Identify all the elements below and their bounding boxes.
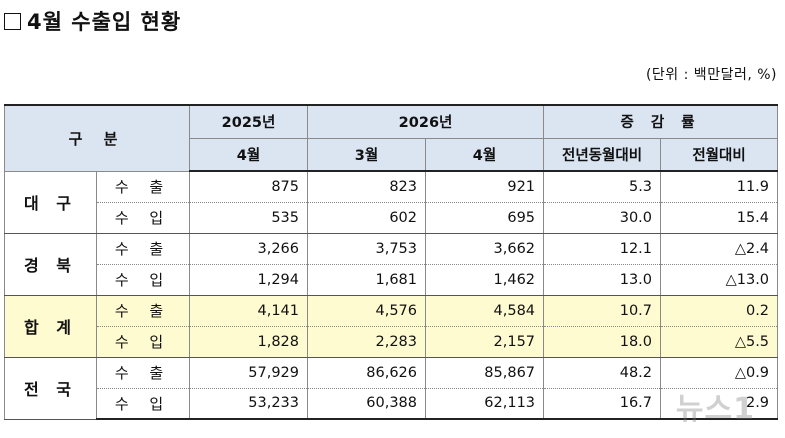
cell-2026-apr: 2,157 bbox=[425, 326, 545, 358]
cell-mom: △2.4 bbox=[660, 233, 779, 265]
cell-yoy: 5.3 bbox=[543, 171, 662, 203]
cell-2025-apr: 4,141 bbox=[189, 295, 309, 327]
cell-2026-mar: 602 bbox=[307, 202, 427, 234]
row-kind: 수 출 bbox=[95, 171, 191, 203]
cell-2025-apr: 53,233 bbox=[189, 388, 309, 420]
cell-yoy: 10.7 bbox=[543, 295, 662, 327]
square-bullet-icon bbox=[4, 12, 21, 30]
row-kind: 수 출 bbox=[95, 233, 191, 265]
cell-2025-apr: 3,266 bbox=[189, 233, 309, 265]
table-row: 경 북 수 출 3,266 3,753 3,662 12.1 △2.4 bbox=[4, 233, 779, 296]
cell-mom: 11.9 bbox=[660, 171, 779, 203]
cell-mom: 2.9 bbox=[660, 388, 779, 420]
cell-2026-mar: 2,283 bbox=[307, 326, 427, 358]
table-row-total: 수 입 1,828 2,283 2,157 18.0 △5.5 bbox=[5, 326, 779, 358]
cell-2026-mar: 1,681 bbox=[307, 264, 427, 296]
row-kind: 수 출 bbox=[95, 295, 191, 327]
page-title: 4월 수출입 현황 bbox=[4, 6, 181, 36]
table-row: 수 입 53,233 60,388 62,113 16.7 2.9 bbox=[5, 388, 779, 420]
cell-2026-mar: 86,626 bbox=[307, 357, 427, 389]
page-title-text: 4월 수출입 현황 bbox=[27, 10, 182, 34]
region-label: 대 구 bbox=[4, 171, 97, 234]
cell-2026-mar: 4,576 bbox=[307, 295, 427, 327]
cell-2026-mar: 823 bbox=[307, 171, 427, 203]
cell-yoy: 13.0 bbox=[543, 264, 662, 296]
header-2026-mar: 3월 bbox=[307, 137, 427, 172]
cell-2026-apr: 921 bbox=[425, 171, 545, 203]
header-2026-apr: 4월 bbox=[425, 137, 545, 172]
cell-2026-apr: 3,662 bbox=[425, 233, 545, 265]
cell-yoy: 48.2 bbox=[543, 357, 662, 389]
header-change-rate: 증 감 률 bbox=[543, 104, 779, 139]
trade-table: 구 분 2025년 2026년 증 감 률 4월 3월 4월 전년동월대비 전월… bbox=[3, 104, 779, 420]
unit-note: (단위 : 백만달러, %) bbox=[645, 67, 777, 83]
cell-2025-apr: 57,929 bbox=[189, 357, 309, 389]
cell-mom: 0.2 bbox=[660, 295, 779, 327]
row-kind: 수 입 bbox=[95, 388, 191, 420]
row-kind: 수 입 bbox=[95, 326, 191, 358]
cell-2025-apr: 535 bbox=[189, 202, 309, 234]
header-category: 구 분 bbox=[3, 104, 191, 172]
row-kind: 수 출 bbox=[95, 357, 191, 389]
table-row-total: 합 계 수 출 4,141 4,576 4,584 10.7 0.2 bbox=[4, 295, 779, 358]
region-label: 합 계 bbox=[4, 295, 97, 358]
table-row: 대 구 수 출 875 823 921 5.3 11.9 bbox=[4, 171, 779, 234]
table-row: 수 입 1,294 1,681 1,462 13.0 △13.0 bbox=[5, 264, 779, 296]
cell-2026-mar: 60,388 bbox=[307, 388, 427, 420]
table-row: 수 입 535 602 695 30.0 15.4 bbox=[5, 202, 779, 234]
cell-2025-apr: 1,828 bbox=[189, 326, 309, 358]
cell-2026-apr: 62,113 bbox=[425, 388, 545, 420]
cell-mom: △13.0 bbox=[660, 264, 779, 296]
news1-watermark: 뉴스1 bbox=[675, 392, 755, 427]
cell-mom: △5.5 bbox=[660, 326, 779, 358]
header-year-2025: 2025년 bbox=[189, 104, 309, 139]
header-year-2026: 2026년 bbox=[307, 104, 545, 139]
cell-mom: △0.9 bbox=[660, 357, 779, 389]
row-kind: 수 입 bbox=[95, 202, 191, 234]
cell-mom: 15.4 bbox=[660, 202, 779, 234]
header-2025-apr: 4월 bbox=[189, 137, 309, 172]
cell-2025-apr: 875 bbox=[189, 171, 309, 203]
cell-2025-apr: 1,294 bbox=[189, 264, 309, 296]
table-row: 전 국 수 출 57,929 86,626 85,867 48.2 △0.9 bbox=[4, 357, 779, 420]
row-kind: 수 입 bbox=[95, 264, 191, 296]
region-label: 경 북 bbox=[4, 233, 97, 296]
cell-yoy: 30.0 bbox=[543, 202, 662, 234]
cell-yoy: 12.1 bbox=[543, 233, 662, 265]
cell-2026-apr: 1,462 bbox=[425, 264, 545, 296]
cell-2026-mar: 3,753 bbox=[307, 233, 427, 265]
cell-2026-apr: 85,867 bbox=[425, 357, 545, 389]
header-yoy: 전년동월대비 bbox=[543, 137, 662, 172]
cell-yoy: 16.7 bbox=[543, 388, 662, 420]
cell-yoy: 18.0 bbox=[543, 326, 662, 358]
cell-2026-apr: 695 bbox=[425, 202, 545, 234]
region-label: 전 국 bbox=[4, 357, 97, 420]
cell-2026-apr: 4,584 bbox=[425, 295, 545, 327]
header-mom: 전월대비 bbox=[660, 137, 779, 172]
